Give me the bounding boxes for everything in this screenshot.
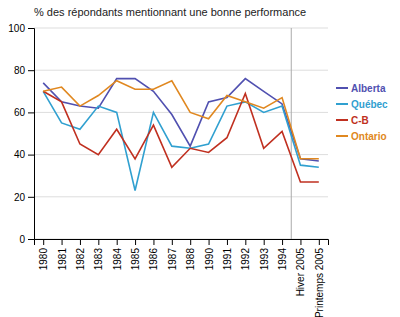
legend-item: Québec bbox=[336, 99, 388, 110]
y-tick-mark bbox=[28, 197, 34, 198]
x-tick: 1981 bbox=[57, 239, 68, 270]
x-tick-mark bbox=[300, 239, 301, 245]
x-tick-mark bbox=[98, 239, 99, 245]
x-tick-label: 1986 bbox=[148, 248, 159, 271]
y-tick-label: 80 bbox=[14, 65, 26, 76]
y-tick-label: 60 bbox=[14, 107, 26, 118]
x-tick-label: 1980 bbox=[38, 248, 49, 271]
x-tick: 1990 bbox=[204, 239, 215, 270]
x-tick-label: Hiver 2005 bbox=[295, 248, 306, 297]
x-tick: 1988 bbox=[185, 239, 196, 270]
y-tick-label: 0 bbox=[19, 234, 25, 245]
legend-item: C-B bbox=[336, 115, 369, 126]
x-tick: 1985 bbox=[130, 239, 141, 270]
series-line bbox=[43, 79, 319, 161]
y-axis: 0 20 40 60 80 100 bbox=[8, 23, 34, 245]
x-tick: 1986 bbox=[148, 239, 159, 270]
y-tick-mark bbox=[28, 112, 34, 113]
x-tick-mark bbox=[319, 239, 320, 245]
x-tick-mark bbox=[227, 239, 228, 245]
x-tick-label: 1993 bbox=[259, 248, 270, 271]
x-tick-mark bbox=[80, 239, 81, 245]
x-tick: 1982 bbox=[75, 239, 86, 270]
legend-label: C-B bbox=[351, 115, 369, 126]
x-tick: 1994 bbox=[277, 239, 288, 270]
y-tick: 40 bbox=[14, 149, 34, 160]
series-line bbox=[43, 91, 319, 182]
x-tick-label: 1991 bbox=[222, 248, 233, 271]
lines bbox=[43, 79, 319, 191]
x-tick-label: 1992 bbox=[240, 248, 251, 271]
x-tick-mark bbox=[264, 239, 265, 245]
x-tick-label: 1981 bbox=[57, 248, 68, 271]
y-tick: 80 bbox=[14, 65, 34, 76]
x-tick: 1993 bbox=[259, 239, 270, 270]
x-tick-label: Printemps 2005 bbox=[314, 248, 325, 317]
x-tick-label: 1987 bbox=[167, 248, 178, 271]
y-tick-mark bbox=[28, 70, 34, 71]
legend-swatch bbox=[336, 135, 348, 137]
x-tick-mark bbox=[153, 239, 154, 245]
x-tick-mark bbox=[62, 239, 63, 245]
grid-line bbox=[34, 28, 328, 29]
x-axis-line bbox=[35, 240, 329, 246]
y-axis-line bbox=[28, 29, 35, 240]
grid-line bbox=[34, 154, 328, 155]
y-tick-mark bbox=[28, 239, 34, 240]
y-tick-mark bbox=[28, 155, 34, 156]
y-tick-label: 20 bbox=[14, 192, 26, 203]
x-tick-mark bbox=[190, 239, 191, 245]
x-tick-label: 1988 bbox=[185, 248, 196, 271]
x-tick-mark bbox=[282, 239, 283, 245]
x-tick: 1991 bbox=[222, 239, 233, 270]
grid bbox=[34, 28, 328, 239]
grid-line bbox=[34, 70, 328, 71]
y-tick: 0 bbox=[19, 234, 34, 245]
x-tick-mark bbox=[245, 239, 246, 245]
legend-label: Ontario bbox=[351, 131, 387, 142]
legend: Alberta Québec C-B Ontario bbox=[336, 83, 388, 142]
x-tick-mark bbox=[135, 239, 136, 245]
y-tick: 20 bbox=[14, 192, 34, 203]
legend-item: Ontario bbox=[336, 131, 387, 142]
x-tick: Printemps 2005 bbox=[314, 239, 325, 317]
legend-swatch bbox=[336, 119, 348, 121]
x-tick-mark bbox=[172, 239, 173, 245]
x-tick-mark bbox=[43, 239, 44, 245]
y-tick-label: 100 bbox=[8, 23, 25, 34]
legend-label: Québec bbox=[351, 99, 388, 110]
x-tick-label: 1985 bbox=[130, 248, 141, 271]
plot: 0 20 40 60 80 100 1980 1981 1982 1983 1984 1985 1986… bbox=[8, 23, 328, 317]
x-tick: 1987 bbox=[167, 239, 178, 270]
grid-line bbox=[34, 196, 328, 197]
x-tick: 1980 bbox=[38, 239, 49, 270]
legend-item: Alberta bbox=[336, 83, 386, 94]
y-tick: 60 bbox=[14, 107, 34, 118]
legend-label: Alberta bbox=[351, 83, 386, 94]
chart: 0 20 40 60 80 100 1980 1981 1982 1983 1984 1985 1986… bbox=[0, 0, 400, 317]
x-tick: Hiver 2005 bbox=[295, 239, 306, 296]
x-tick-label: 1984 bbox=[112, 248, 123, 271]
series-line bbox=[43, 81, 319, 159]
x-tick-label: 1983 bbox=[93, 248, 104, 271]
series-line bbox=[43, 91, 319, 190]
y-tick: 100 bbox=[8, 23, 34, 34]
legend-swatch bbox=[336, 103, 348, 105]
x-tick: 1983 bbox=[93, 239, 104, 270]
x-tick-mark bbox=[117, 239, 118, 245]
x-axis: 1980 1981 1982 1983 1984 1985 1986 1987 1988 1990… bbox=[35, 239, 329, 317]
x-tick-mark bbox=[209, 239, 210, 245]
legend-swatch bbox=[336, 87, 348, 89]
y-tick-label: 40 bbox=[14, 149, 26, 160]
x-tick: 1984 bbox=[112, 239, 123, 270]
x-tick-label: 1982 bbox=[75, 248, 86, 271]
x-tick: 1992 bbox=[240, 239, 251, 270]
y-tick-mark bbox=[28, 28, 34, 29]
x-tick-label: 1990 bbox=[204, 248, 215, 271]
x-tick-label: 1994 bbox=[277, 248, 288, 271]
title: % des répondants mentionnant une bonne p… bbox=[34, 6, 306, 18]
